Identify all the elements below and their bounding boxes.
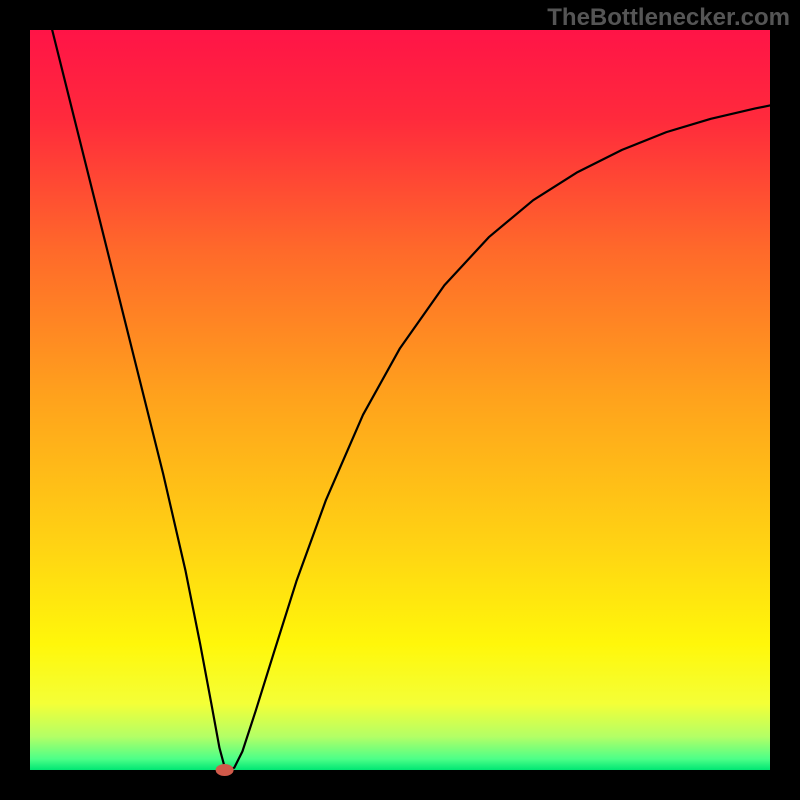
watermark-text: TheBottlenecker.com: [547, 4, 790, 32]
bottleneck-chart: [0, 0, 800, 800]
minimum-marker: [216, 764, 234, 776]
chart-container: { "canvas": { "width": 800, "height": 80…: [0, 0, 800, 800]
plot-background: [30, 30, 770, 770]
